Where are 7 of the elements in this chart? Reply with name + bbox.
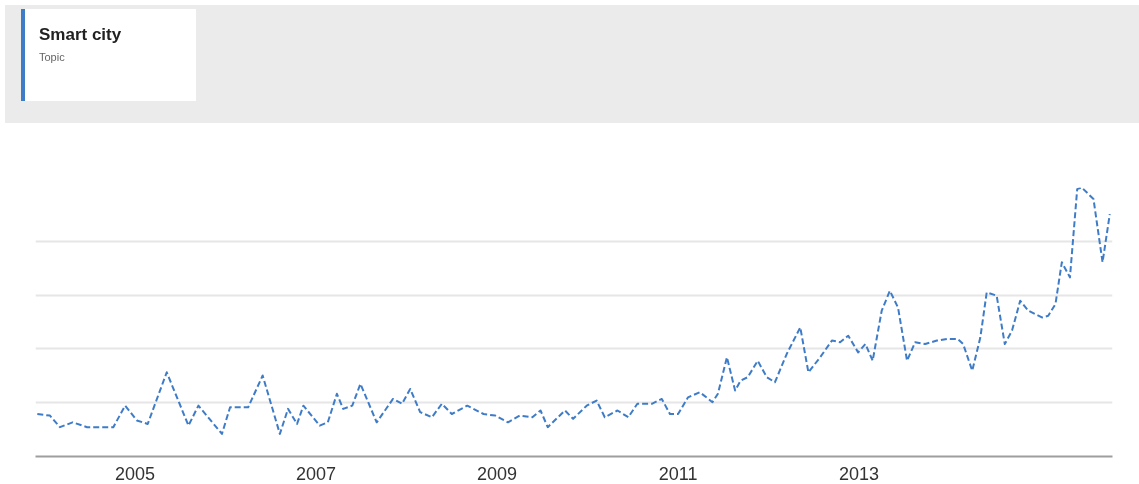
x-tick-label: 2007: [296, 463, 337, 484]
x-tick-label: 2005: [115, 463, 156, 484]
text: Smart city: [39, 24, 123, 46]
x-tick-label: 2009: [477, 463, 518, 484]
x-tick-label: 2011: [658, 463, 698, 484]
text: Topic: [39, 50, 66, 66]
x-tick-label: 2013: [839, 463, 880, 484]
